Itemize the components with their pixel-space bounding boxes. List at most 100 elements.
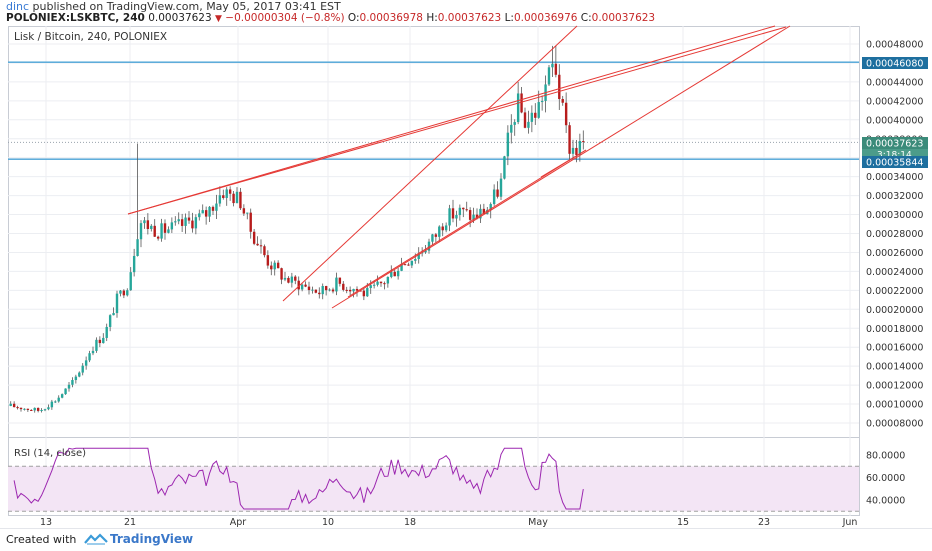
price-tick-label: 0.00048000 — [866, 40, 923, 51]
grid — [8, 26, 859, 516]
candle-body — [225, 189, 228, 198]
candle-body — [67, 384, 71, 389]
candle-body — [520, 93, 523, 113]
candle-body — [551, 63, 554, 68]
candle-body — [530, 112, 534, 122]
trendline[interactable] — [347, 149, 587, 298]
candle-body — [554, 63, 558, 75]
candle-body — [280, 268, 283, 280]
candle-body — [26, 408, 30, 410]
candle-body — [239, 191, 242, 209]
candle-body — [50, 401, 54, 408]
price-tick-label: 0.00008000 — [866, 419, 923, 430]
candle-body — [270, 265, 273, 270]
candle-body — [321, 286, 324, 295]
candle-body — [396, 270, 400, 277]
candle-body — [462, 207, 465, 210]
candle-body — [184, 217, 187, 226]
candle-body — [582, 141, 585, 143]
candle-body — [180, 219, 184, 226]
candle-body — [294, 276, 297, 281]
candle-body — [424, 250, 427, 253]
published-text: published on TradingView.com, May 05, 20… — [29, 0, 341, 13]
candle-body — [441, 226, 444, 231]
candle-body — [300, 284, 304, 290]
candle-body — [492, 189, 496, 205]
price-tick-label: 0.00020000 — [866, 305, 923, 316]
rsi-line — [13, 447, 584, 510]
price-change: −0.00000304 (−0.8%) — [225, 12, 345, 24]
candle-body — [448, 208, 451, 226]
candle-body — [136, 239, 139, 256]
candle-body — [451, 208, 455, 219]
trendline[interactable] — [127, 25, 776, 215]
candle-body — [407, 264, 410, 266]
candle-body — [204, 210, 208, 217]
candle-body — [115, 293, 119, 314]
candle-body — [328, 289, 331, 291]
candle-body — [153, 225, 156, 237]
candle-body — [81, 365, 84, 373]
candle-body — [242, 208, 246, 214]
candle-body — [98, 339, 102, 344]
tradingview-brand-link[interactable]: TradingView — [110, 532, 194, 546]
candle-body — [393, 271, 396, 277]
price-tick-label: 0.00032000 — [866, 191, 923, 202]
candle-body — [510, 124, 513, 133]
price-tick-label: 0.00044000 — [866, 77, 923, 88]
candle-body — [482, 208, 486, 215]
current-price-badge: 0.00037623 3:18:14 — [862, 137, 928, 161]
candle-body — [78, 372, 81, 377]
candle-body — [547, 67, 551, 85]
time-tick-label: 21 — [124, 517, 136, 528]
time-tick-label: 13 — [40, 517, 52, 528]
candle-body — [108, 315, 112, 327]
candle-body — [201, 210, 204, 214]
price-tick-label: 0.00028000 — [866, 229, 923, 240]
time-tick-label: 15 — [677, 517, 689, 528]
candle-body — [187, 217, 191, 221]
price-axis[interactable]: 0.000480000.000460000.000440000.00042000… — [866, 40, 923, 430]
chart-legend: Lisk / Bitcoin, 240, POLONIEX — [14, 31, 167, 43]
time-axis[interactable]: 13 21 Apr 10 18 May 15 23 Jun — [40, 517, 857, 528]
candles — [9, 45, 585, 413]
trendline[interactable] — [127, 26, 787, 215]
time-tick-label: 10 — [322, 517, 334, 528]
candle-body — [95, 339, 98, 351]
down-arrow-icon: ▼ — [215, 14, 222, 24]
trendline[interactable] — [331, 25, 791, 309]
candle-body — [506, 132, 510, 157]
candle-body — [523, 112, 527, 128]
candle-body — [503, 156, 506, 179]
trendlines[interactable] — [127, 25, 791, 309]
candle-body — [112, 313, 115, 316]
candle-body — [215, 203, 218, 211]
candle-body — [324, 286, 328, 291]
candle-body — [455, 215, 458, 219]
candle-body — [12, 403, 16, 408]
candle-body — [362, 290, 366, 297]
candle-body — [444, 225, 448, 231]
candle-body — [160, 223, 163, 239]
symbol-label: POLONIEX:LSKBTC, 240 — [6, 12, 145, 24]
price-tick-label: 0.00012000 — [866, 381, 923, 392]
price-tick-label: 0.00018000 — [866, 324, 923, 335]
candle-body — [177, 219, 180, 222]
last-price: 0.00037623 — [148, 12, 212, 24]
candle-body — [311, 289, 314, 291]
author-link[interactable]: dinc — [6, 0, 30, 13]
candle-body — [571, 147, 575, 154]
trendline[interactable] — [540, 149, 587, 178]
price-chart[interactable]: 0.000480000.000460000.000440000.00042000… — [0, 0, 932, 528]
candle-body — [9, 403, 12, 406]
candle-body — [105, 326, 108, 338]
open-value: 0.00036978 — [359, 12, 423, 24]
candle-body — [88, 353, 91, 361]
candle-body — [414, 258, 417, 261]
price-tick-label: 0.00014000 — [866, 362, 923, 373]
candle-body — [64, 388, 67, 395]
candle-body — [307, 286, 311, 291]
trendline[interactable] — [282, 25, 578, 302]
candle-body — [342, 283, 345, 290]
high-label: H: — [426, 12, 438, 24]
